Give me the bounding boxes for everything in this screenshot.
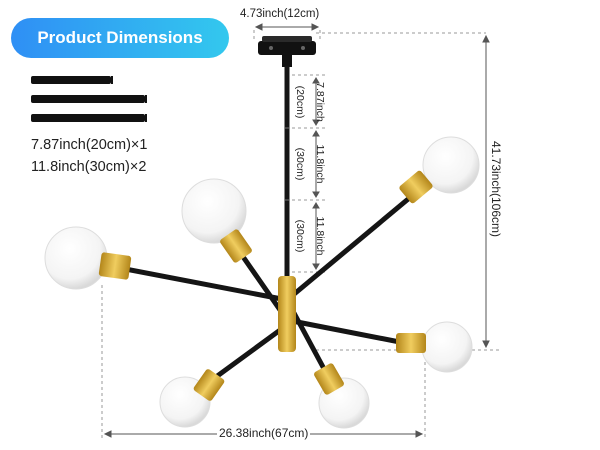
total-width-label: 26.38inch(67cm)	[217, 426, 311, 440]
globe-upper-left	[181, 178, 252, 263]
long-rod-icon	[31, 114, 147, 122]
long-rod-quantity: 11.8inch(30cm)×2	[31, 159, 147, 175]
long-rod-icon	[31, 95, 147, 103]
rod-short-cm-label: (20cm)	[294, 85, 306, 119]
rod-low-inch-label: 11.8inch	[314, 216, 326, 256]
globe-upper-right	[399, 136, 480, 204]
rod-low-cm-label: (30cm)	[294, 219, 306, 253]
canopy-width-label: 4.73inch(12cm)	[240, 8, 320, 20]
product-dimensions-badge: Product Dimensions	[11, 18, 229, 58]
rod-short-inch-label: 7.87inch	[314, 82, 326, 122]
short-rod-icon	[31, 76, 113, 84]
globe-lower-right	[396, 321, 473, 373]
rod-mid-cm-label: (30cm)	[294, 147, 306, 181]
total-height-label: 41.73inch(106cm)	[489, 140, 503, 238]
globe-lower-left	[159, 369, 225, 428]
rod-mid-inch-label: 11.8inch	[314, 144, 326, 184]
globe-left	[44, 226, 132, 290]
short-rod-quantity: 7.87inch(20cm)×1	[31, 137, 148, 153]
globe-lower-center	[314, 363, 370, 429]
